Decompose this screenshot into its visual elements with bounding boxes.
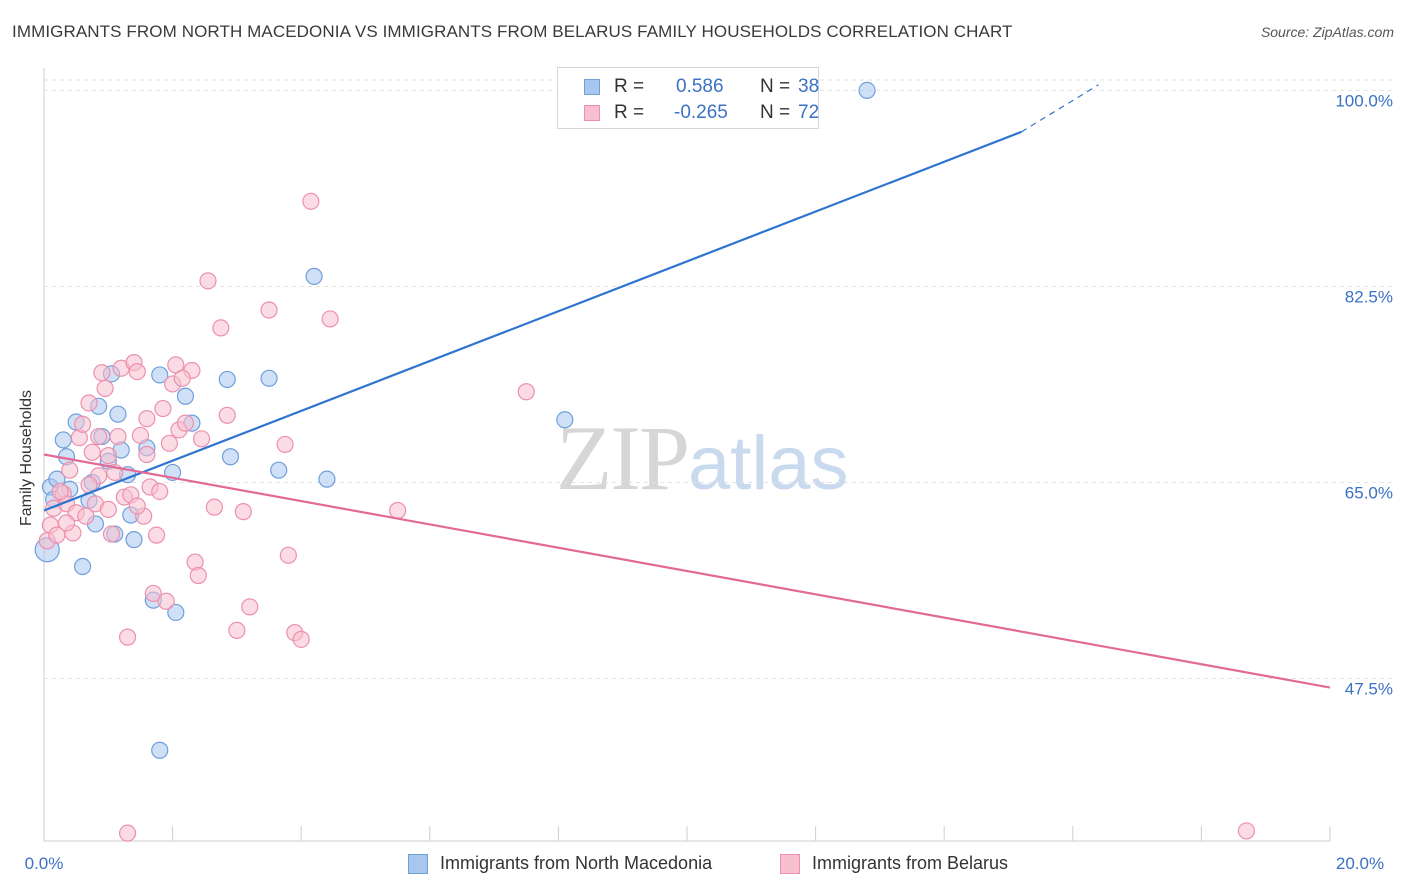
point-north-macedonia	[221, 448, 240, 466]
point-north-macedonia	[151, 741, 169, 759]
point-belarus	[205, 498, 223, 516]
chart-title: IMMIGRANTS FROM NORTH MACEDONIA VS IMMIG…	[12, 22, 1013, 41]
series-belarus-points	[38, 192, 1256, 842]
point-belarus	[302, 192, 320, 210]
point-belarus	[389, 501, 407, 520]
point-belarus	[260, 301, 278, 319]
point-belarus	[218, 406, 236, 424]
legend-label: Immigrants from North Macedonia	[440, 853, 713, 873]
point-north-macedonia	[556, 411, 574, 429]
point-belarus	[131, 426, 150, 445]
watermark-zip: ZIP	[556, 407, 690, 509]
legend-label: Immigrants from Belarus	[812, 853, 1009, 873]
point-north-macedonia	[109, 405, 127, 423]
point-belarus	[51, 482, 69, 501]
legend-swatch-pink	[780, 854, 800, 874]
y-tick-label: 47.5%	[1345, 680, 1393, 699]
point-belarus	[321, 310, 339, 328]
point-belarus	[80, 394, 98, 412]
point-north-macedonia	[218, 370, 236, 389]
stats-box: R = 0.586 N = 38 R = -0.265 N = 72	[557, 67, 819, 129]
source-credit: Source: ZipAtlas.com	[1260, 24, 1394, 40]
point-belarus	[99, 500, 117, 518]
point-belarus	[128, 362, 146, 381]
trend-lines	[43, 84, 1331, 689]
point-north-macedonia	[858, 81, 876, 100]
point-belarus	[118, 628, 137, 646]
point-belarus	[279, 546, 297, 564]
point-belarus	[138, 445, 156, 464]
legend-swatch-blue	[408, 854, 428, 874]
tick-labels: 47.5% 65.0% 82.5% 100.0% 0.0% 20.0%	[25, 91, 1393, 873]
point-north-macedonia	[318, 470, 336, 488]
watermark: ZIPatlas	[556, 405, 849, 511]
point-belarus	[276, 435, 294, 454]
point-belarus	[147, 526, 166, 544]
point-belarus	[83, 443, 101, 461]
pink-swatch	[584, 105, 600, 121]
point-belarus	[73, 415, 92, 433]
point-belarus	[199, 272, 217, 290]
trend-line-north-macedonia	[43, 130, 1022, 512]
point-north-macedonia	[176, 387, 195, 405]
r-value: 0.586	[676, 76, 724, 97]
r-label: R =	[614, 76, 645, 97]
point-north-macedonia	[305, 267, 323, 285]
x-tick-label: 0.0%	[25, 854, 64, 873]
point-belarus	[151, 482, 169, 501]
watermark-atlas: atlas	[688, 421, 849, 506]
blue-swatch	[584, 79, 600, 95]
trend-line-north-macedonia-extension	[1021, 84, 1099, 133]
y-axis-label: Family Households	[18, 389, 35, 527]
point-belarus	[61, 461, 79, 479]
point-north-macedonia	[125, 531, 143, 549]
point-belarus	[173, 369, 191, 387]
r-value: -0.265	[674, 102, 728, 123]
series-north-macedonia-points	[34, 81, 876, 759]
trend-line-belarus	[43, 453, 1331, 689]
point-belarus	[234, 503, 252, 521]
n-value: 72	[798, 102, 820, 123]
point-belarus	[109, 427, 127, 446]
point-north-macedonia	[54, 431, 72, 449]
r-label: R =	[614, 102, 645, 123]
n-value: 38	[798, 76, 820, 97]
point-north-macedonia	[270, 461, 288, 479]
point-north-macedonia	[151, 366, 169, 384]
point-belarus	[99, 447, 117, 465]
point-belarus	[160, 434, 178, 452]
point-belarus	[138, 410, 156, 428]
point-belarus	[1237, 822, 1256, 840]
point-belarus	[517, 383, 535, 401]
x-tick-label: 20.0%	[1336, 854, 1384, 873]
point-belarus	[228, 621, 246, 639]
point-belarus	[189, 566, 207, 585]
n-label: N =	[760, 76, 791, 97]
point-belarus	[77, 507, 95, 525]
point-belarus	[212, 319, 230, 337]
point-belarus	[176, 414, 195, 432]
y-tick-label: 100.0%	[1335, 91, 1393, 110]
point-north-macedonia	[73, 557, 92, 576]
y-tick-label: 82.5%	[1345, 287, 1393, 306]
point-belarus	[144, 584, 162, 603]
point-north-macedonia	[260, 369, 278, 387]
point-belarus	[157, 592, 175, 610]
point-belarus	[118, 824, 137, 842]
point-belarus	[102, 525, 121, 543]
point-belarus	[241, 598, 259, 616]
n-label: N =	[760, 102, 791, 123]
point-north-macedonia	[167, 603, 185, 622]
grid-lines	[44, 79, 1394, 680]
point-belarus	[90, 427, 108, 446]
point-belarus	[96, 379, 114, 398]
point-belarus	[192, 430, 211, 448]
point-belarus	[128, 497, 146, 515]
point-belarus	[93, 364, 111, 382]
point-belarus	[154, 399, 172, 418]
point-belarus	[57, 514, 76, 532]
y-tick-label: 65.0%	[1345, 484, 1393, 503]
point-belarus	[292, 630, 310, 648]
